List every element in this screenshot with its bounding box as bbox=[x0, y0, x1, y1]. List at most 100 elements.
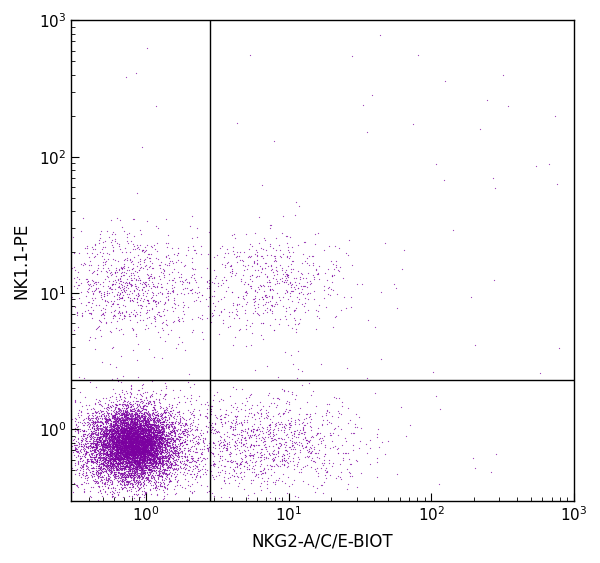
Point bbox=[160, 443, 169, 452]
Point bbox=[112, 437, 121, 446]
Point bbox=[121, 410, 130, 419]
Point bbox=[121, 448, 131, 457]
Point bbox=[333, 472, 343, 481]
Point bbox=[136, 404, 145, 413]
Point bbox=[186, 470, 196, 479]
Point bbox=[78, 450, 88, 459]
Point bbox=[266, 261, 276, 270]
Point bbox=[118, 443, 128, 452]
Point bbox=[138, 401, 148, 410]
Point bbox=[163, 442, 172, 451]
Point bbox=[108, 456, 118, 465]
Point bbox=[329, 271, 339, 280]
Point bbox=[119, 461, 128, 470]
Point bbox=[151, 466, 161, 475]
Point bbox=[125, 432, 135, 441]
Point bbox=[157, 437, 166, 446]
Point bbox=[132, 438, 142, 447]
Point bbox=[110, 415, 119, 425]
Point bbox=[113, 403, 122, 412]
Point bbox=[135, 428, 145, 437]
Point bbox=[118, 432, 127, 441]
Point bbox=[75, 427, 85, 436]
Point bbox=[136, 429, 146, 438]
Point bbox=[133, 439, 143, 448]
Point bbox=[161, 420, 171, 429]
Point bbox=[112, 464, 122, 473]
Point bbox=[129, 441, 139, 450]
Point bbox=[125, 465, 134, 474]
Point bbox=[119, 444, 128, 453]
Point bbox=[216, 415, 226, 424]
Point bbox=[143, 451, 152, 460]
Point bbox=[95, 449, 105, 458]
Point bbox=[122, 410, 132, 419]
Point bbox=[335, 472, 345, 481]
Point bbox=[263, 391, 273, 400]
Point bbox=[119, 285, 129, 294]
Point bbox=[283, 472, 293, 481]
Point bbox=[250, 449, 259, 458]
Point bbox=[319, 435, 328, 444]
Point bbox=[118, 432, 128, 441]
Point bbox=[128, 444, 137, 453]
Point bbox=[252, 425, 262, 434]
Point bbox=[251, 436, 261, 445]
Point bbox=[109, 430, 119, 439]
Point bbox=[138, 449, 148, 458]
Point bbox=[126, 451, 136, 460]
Point bbox=[70, 425, 80, 434]
Point bbox=[161, 452, 170, 461]
Point bbox=[142, 441, 151, 450]
Point bbox=[124, 460, 134, 469]
Point bbox=[122, 445, 131, 454]
Point bbox=[98, 435, 108, 444]
Point bbox=[139, 430, 149, 439]
Point bbox=[104, 450, 114, 459]
Point bbox=[132, 443, 142, 452]
Point bbox=[158, 439, 168, 448]
Point bbox=[236, 459, 246, 468]
Point bbox=[148, 427, 157, 436]
Point bbox=[134, 449, 144, 458]
Point bbox=[111, 419, 121, 428]
Point bbox=[164, 440, 174, 449]
Point bbox=[112, 452, 122, 461]
Point bbox=[133, 415, 142, 425]
Point bbox=[108, 432, 118, 441]
Point bbox=[143, 437, 153, 446]
Point bbox=[122, 438, 132, 447]
Point bbox=[140, 426, 149, 435]
Point bbox=[128, 469, 137, 478]
Point bbox=[139, 486, 148, 495]
Point bbox=[260, 468, 269, 477]
Point bbox=[109, 452, 119, 461]
Point bbox=[128, 401, 137, 410]
Point bbox=[122, 413, 132, 422]
Point bbox=[71, 446, 81, 455]
Point bbox=[205, 430, 215, 439]
Point bbox=[138, 445, 148, 454]
Point bbox=[127, 439, 136, 448]
Point bbox=[119, 457, 128, 466]
Point bbox=[133, 434, 142, 443]
Point bbox=[96, 427, 106, 436]
Point bbox=[136, 451, 146, 460]
Point bbox=[140, 442, 150, 451]
Point bbox=[160, 431, 170, 440]
Point bbox=[142, 452, 151, 461]
Point bbox=[114, 459, 124, 468]
Point bbox=[140, 418, 150, 427]
Point bbox=[158, 427, 167, 436]
Point bbox=[98, 440, 107, 449]
Point bbox=[78, 460, 88, 469]
Point bbox=[113, 473, 122, 482]
Point bbox=[145, 471, 154, 480]
Point bbox=[144, 450, 154, 459]
Point bbox=[113, 289, 122, 298]
Point bbox=[111, 446, 121, 455]
Point bbox=[103, 431, 112, 440]
Point bbox=[214, 440, 224, 449]
Point bbox=[104, 440, 113, 449]
Point bbox=[119, 446, 129, 455]
